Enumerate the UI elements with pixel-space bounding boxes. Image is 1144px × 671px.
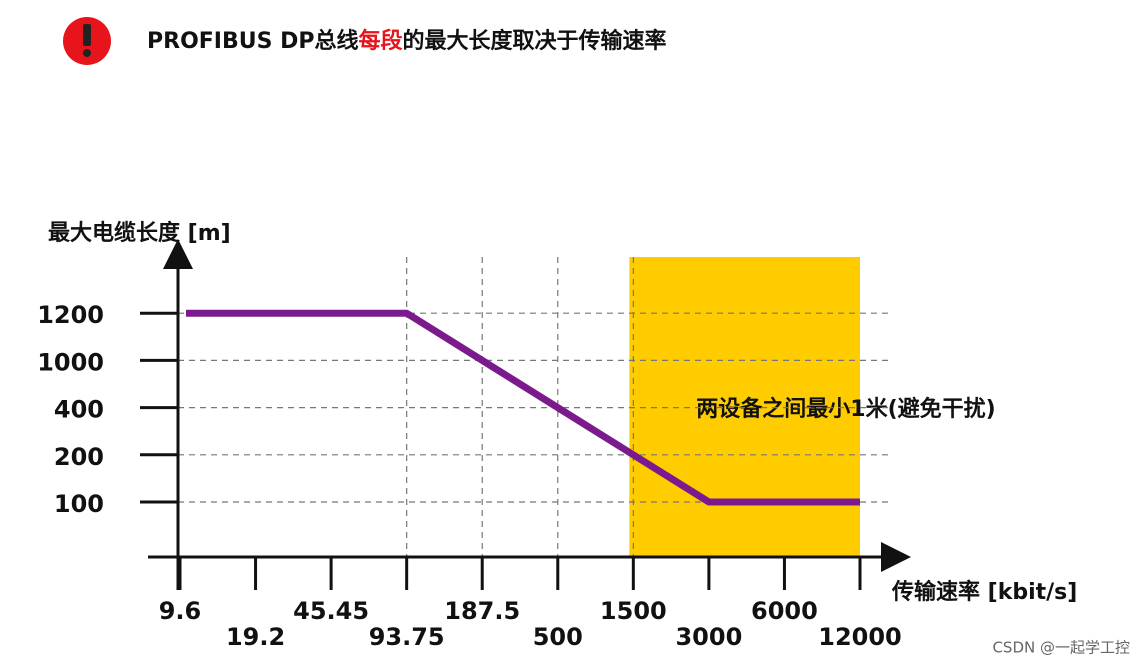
title: PROFIBUS DP总线每段的最大长度取决于传输速率 — [147, 28, 667, 54]
y-tick-label: 400 — [54, 396, 104, 424]
x-tick-label: 1500 — [600, 597, 667, 625]
x-tick-label: 12000 — [818, 623, 902, 651]
x-tick-label: 187.5 — [444, 597, 520, 625]
alert-icon-bar — [83, 24, 91, 46]
x-tick-label: 500 — [533, 623, 583, 651]
title-part: 的最大长度取决于传输速率 — [403, 28, 667, 54]
y-tick-label: 1000 — [37, 348, 104, 376]
y-tick-label: 1200 — [37, 301, 104, 329]
watermark: CSDN @一起学工控 — [992, 639, 1130, 657]
title-highlight: 每段 — [359, 28, 403, 54]
data-line — [186, 309, 860, 506]
alert-icon-dot — [83, 49, 91, 57]
x-tick-label: 3000 — [675, 623, 742, 651]
title-part: PROFIBUS DP总线 — [147, 28, 359, 54]
y-tick-label: 100 — [54, 490, 104, 518]
x-axis-label: 传输速率 [kbit/s] — [891, 579, 1077, 605]
x-tick-label: 45.45 — [293, 597, 369, 625]
y-tick-label: 200 — [54, 443, 104, 471]
x-tick-label: 6000 — [751, 597, 818, 625]
x-tick-label: 19.2 — [226, 623, 285, 651]
x-tick-label: 9.6 — [159, 597, 202, 625]
x-tick-label: 93.75 — [369, 623, 445, 651]
annotation: 两设备之间最小1米(避免干扰) — [696, 396, 995, 422]
y-axis-label: 最大电缆长度 [m] — [48, 220, 231, 246]
